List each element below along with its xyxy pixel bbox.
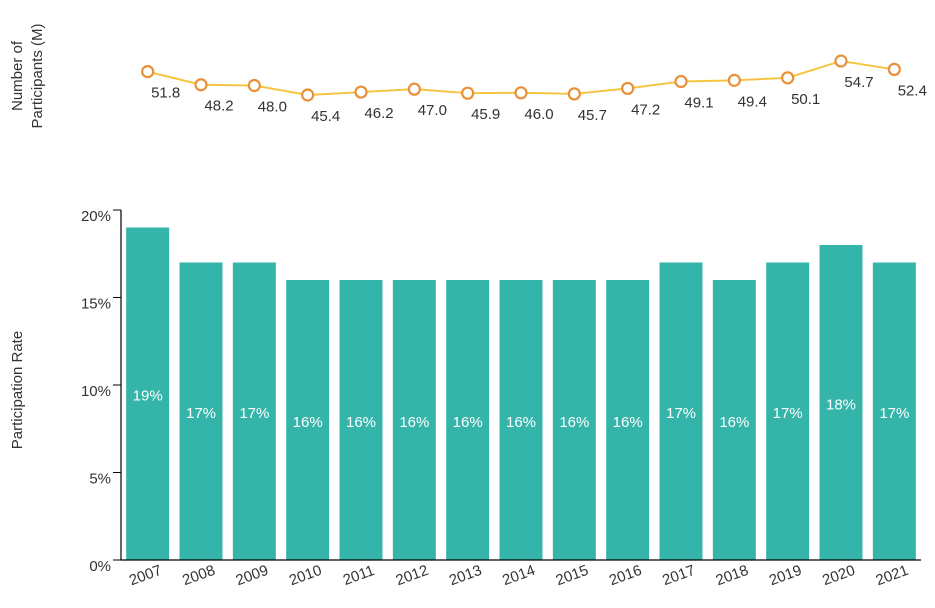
x-tick-label: 2021	[874, 562, 911, 589]
bar	[286, 280, 330, 560]
x-tick-label: 2013	[447, 562, 484, 589]
y-tick-label: 5%	[89, 470, 111, 487]
x-tick-label: 2014	[500, 562, 537, 589]
marker	[247, 78, 261, 93]
data-label: 16%	[293, 414, 323, 431]
data-label: 16%	[613, 414, 643, 431]
data-label: 45.4	[311, 108, 340, 125]
marker	[141, 65, 155, 79]
x-tick-label: 2015	[554, 562, 591, 589]
y-tick-label: 0%	[89, 558, 111, 575]
data-label: 46.2	[364, 105, 393, 122]
y-label: Participation Rate	[9, 331, 26, 449]
bar	[659, 262, 703, 560]
marker	[461, 86, 475, 100]
y-label-line-2: Participants (M)	[29, 23, 46, 128]
y-tick-label: 20%	[81, 208, 111, 225]
bar	[339, 280, 383, 560]
bar	[819, 245, 863, 560]
data-label: 17%	[666, 405, 696, 422]
data-label: 48.2	[204, 98, 233, 115]
bar	[499, 280, 543, 560]
x-tick-label: 2020	[820, 562, 857, 589]
data-label: 17%	[239, 405, 269, 422]
data-label: 46.0	[524, 106, 553, 123]
bar	[126, 227, 170, 560]
marker	[887, 62, 901, 77]
marker	[514, 86, 528, 100]
bar	[766, 262, 810, 560]
marker	[621, 81, 635, 96]
data-label: 16%	[399, 414, 429, 431]
x-tick-label: 2019	[767, 562, 804, 589]
x-tick-label: 2011	[341, 562, 377, 589]
bar	[232, 262, 276, 560]
x-tick-label: 2007	[127, 562, 164, 589]
data-label: 16%	[719, 414, 749, 431]
bar	[552, 280, 596, 560]
x-tick-label: 2012	[394, 562, 431, 589]
data-label: 45.7	[578, 107, 607, 124]
data-label: 45.9	[471, 106, 500, 123]
bar	[606, 280, 650, 560]
y-tick-label: 10%	[81, 383, 111, 400]
bar	[179, 262, 223, 560]
bar	[712, 280, 756, 560]
x-tick-label: 2017	[660, 562, 697, 589]
data-label: 49.1	[684, 94, 713, 111]
data-label: 16%	[346, 414, 376, 431]
marker	[834, 54, 848, 68]
x-tick-label: 2018	[714, 562, 751, 589]
x-tick-label: 2016	[607, 562, 644, 589]
data-label: 47.2	[631, 101, 660, 118]
data-label: 16%	[453, 414, 483, 431]
data-label: 47.0	[418, 102, 447, 119]
data-label: 49.4	[738, 93, 767, 110]
data-label: 17%	[879, 405, 909, 422]
data-label: 50.1	[791, 91, 820, 108]
data-label: 54.7	[844, 74, 873, 91]
data-label: 51.8	[151, 85, 180, 102]
data-label: 48.0	[258, 98, 287, 115]
x-tick-label: 2008	[180, 562, 217, 589]
bar	[392, 280, 436, 560]
marker	[674, 74, 688, 89]
marker	[727, 73, 741, 87]
y-tick-label: 15%	[81, 295, 111, 312]
y-label-line-1: Number of	[9, 40, 26, 111]
x-tick-label: 2010	[287, 562, 324, 589]
marker	[407, 82, 421, 96]
marker	[354, 85, 368, 99]
x-tick-label: 2009	[234, 562, 271, 589]
data-label: 16%	[506, 414, 536, 431]
marker	[781, 71, 795, 85]
marker	[301, 88, 315, 102]
marker	[194, 78, 208, 92]
data-label: 52.4	[898, 82, 927, 99]
data-label: 17%	[186, 405, 216, 422]
data-label: 19%	[133, 388, 163, 405]
marker	[567, 87, 581, 101]
bar	[872, 262, 916, 560]
data-label: 17%	[773, 405, 803, 422]
data-label: 18%	[826, 396, 856, 413]
data-label: 16%	[559, 414, 589, 431]
bar	[446, 280, 490, 560]
